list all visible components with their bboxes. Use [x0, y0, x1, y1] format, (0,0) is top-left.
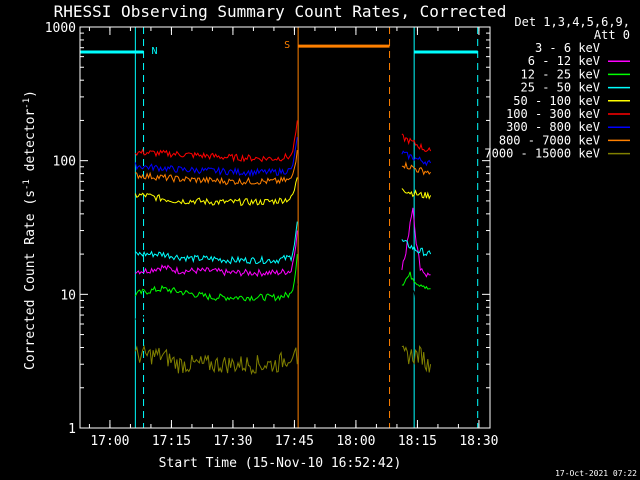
series-line-2-seg-0 — [134, 254, 298, 302]
legend-header-1: Det 1,3,4,5,6,9, — [514, 15, 630, 29]
x-tick-label-6: 18:30 — [459, 434, 498, 449]
y-tick-label-0: 1 — [68, 422, 76, 437]
series-line-1-seg-0 — [134, 230, 298, 278]
x-tick-label-4: 18:00 — [336, 434, 375, 449]
legend-label-5: 100 - 300 keV — [506, 107, 600, 121]
x-tick-label-1: 17:15 — [152, 434, 191, 449]
legend-label-8: 7000 - 15000 keV — [484, 147, 600, 161]
chart-title: RHESSI Observing Summary Count Rates, Co… — [54, 2, 507, 21]
legend-label-1: 6 - 12 keV — [528, 54, 600, 68]
legend-label-3: 25 - 50 keV — [521, 81, 600, 95]
plot-frame — [79, 26, 491, 429]
axes: 17:00 17:15 17:30 17:45 18:00 18:15 18:30 1 10 10… — [45, 21, 499, 449]
legend-header-2: Att 0 — [594, 28, 630, 42]
series-line-7-seg-0 — [135, 150, 298, 186]
y-axis-label-part-1: Corrected Count Rate (s — [23, 190, 38, 370]
y-axis-label-part-3: ) — [23, 90, 38, 98]
footer-date: 17-Oct-2021 07:22 — [555, 469, 637, 478]
series-line-8-seg-1 — [401, 345, 432, 373]
series-line-5-seg-1 — [401, 133, 432, 152]
y-axis-label: Corrected Count Rate (s-1 detector-1) — [22, 90, 38, 370]
y-tick-label-2: 100 — [53, 155, 76, 170]
series-line-4-seg-0 — [134, 177, 298, 207]
x-tick-label-2: 17:30 — [213, 434, 252, 449]
series-group — [134, 120, 432, 376]
series-line-3-seg-1 — [401, 239, 432, 257]
legend-label-2: 12 - 25 keV — [521, 67, 600, 81]
series-line-0-seg-0 — [135, 280, 298, 340]
series-line-0-seg-1 — [401, 280, 431, 319]
x-tick-label-0: 17:00 — [90, 434, 129, 449]
series-line-5-seg-0 — [134, 120, 298, 163]
series-line-7-seg-1 — [401, 161, 431, 176]
annotation-label-0: N — [152, 46, 158, 57]
legend-label-6: 300 - 800 keV — [506, 120, 600, 134]
y-tick-label-1: 10 — [60, 288, 76, 303]
x-tick-label-3: 17:45 — [275, 434, 314, 449]
annotation-label-3: S — [284, 40, 290, 51]
y-axis-label-sup-1: -1 — [22, 179, 32, 190]
series-line-1-seg-1 — [401, 207, 431, 278]
y-axis-label-part-2: detector — [23, 109, 38, 180]
legend-label-7: 800 - 7000 keV — [499, 133, 600, 147]
x-axis-label: Start Time (15-Nov-10 16:52:42) — [159, 456, 402, 471]
y-tick-label-3: 1000 — [45, 21, 76, 36]
series-line-2-seg-1 — [401, 271, 431, 290]
series-line-6-seg-0 — [134, 137, 298, 178]
annotations: NS — [80, 27, 479, 428]
series-line-3-seg-0 — [134, 221, 298, 265]
series-line-6-seg-1 — [401, 150, 432, 167]
series-line-8-seg-0 — [134, 344, 298, 376]
legend-label-0: 3 - 6 keV — [535, 41, 600, 55]
y-axis-label-sup-2: -1 — [22, 98, 32, 109]
x-tick-label-5: 18:15 — [398, 434, 437, 449]
series-line-4-seg-1 — [401, 188, 432, 200]
legend-label-4: 50 - 100 keV — [513, 94, 600, 108]
